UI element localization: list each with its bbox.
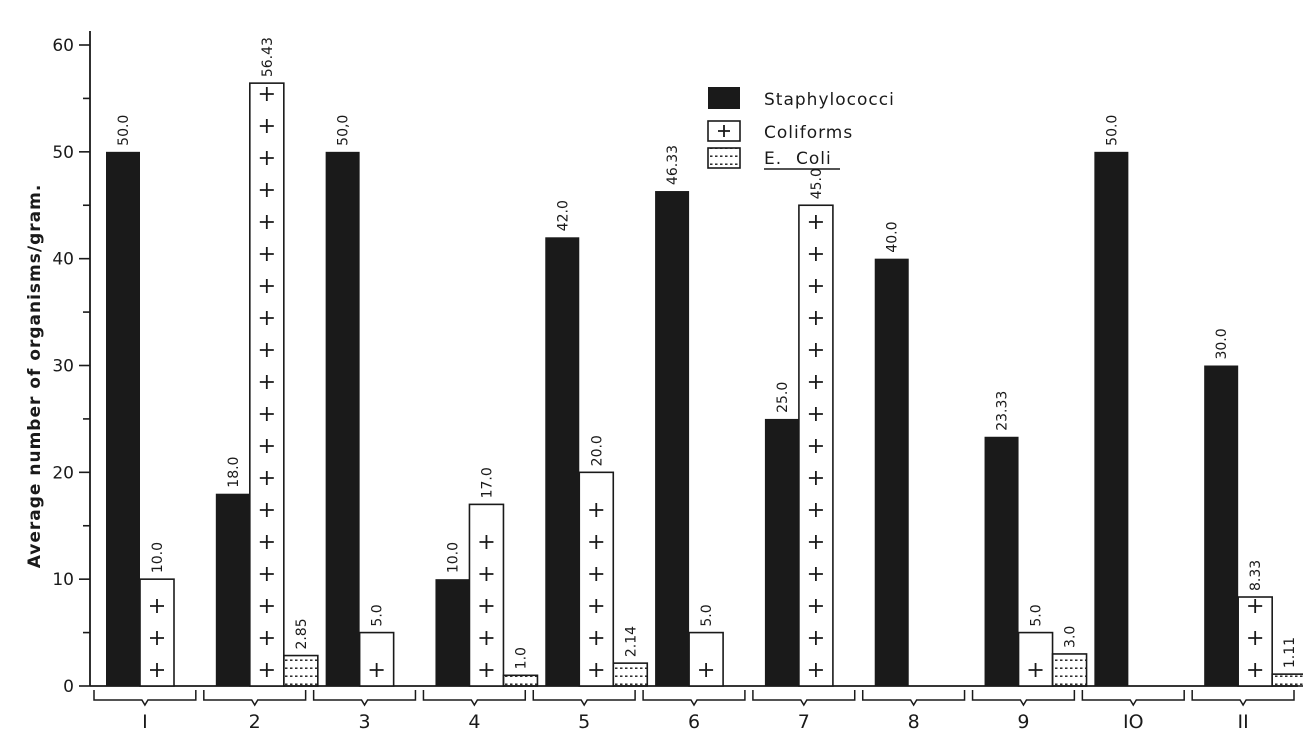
staphylococci-bar [1094,151,1129,687]
value-label: 10.0 [150,542,166,573]
category-brace [532,690,636,707]
value-label: 3.0 [1063,626,1079,648]
value-label: 25.0 [775,382,791,413]
coliforms-plus-marks [259,87,274,677]
value-label: 2.14 [623,626,639,657]
category-brace [1081,690,1185,707]
value-label: 2.85 [294,618,310,649]
y-tick-label: 20 [52,463,74,483]
value-label: 46.33 [665,145,681,185]
value-label: 23.33 [995,391,1011,431]
legend-label-coliforms: Coliforms [764,123,853,143]
y-tick-label: 0 [63,677,74,697]
category-brace [642,690,746,707]
category-label: I [142,711,148,733]
value-label: 45.0 [809,168,825,199]
coliforms-plus-marks [479,535,494,677]
value-label: 30.0 [1214,328,1230,359]
coliforms-plus-marks [1028,663,1043,677]
value-label: 8.33 [1248,560,1264,591]
value-label: 5.0 [1029,604,1045,626]
legend-swatch-staphylococci [708,87,740,109]
value-label: 50.0 [1104,115,1120,146]
coliforms-bar [688,631,724,687]
staphylococci-bar [655,191,690,686]
y-axis-label: Average number of organisms/gram. [25,184,45,569]
e-coli-bar [502,674,539,687]
value-label: 20.0 [589,435,605,466]
coliforms-bar [358,631,395,687]
category-brace [752,690,856,707]
value-label: 50,0 [336,115,352,146]
staphylococci-bar [215,493,250,686]
e-coli-bar [1051,653,1088,687]
category-label: 6 [688,711,700,733]
staphylococci-bar [984,436,1019,686]
y-tick-label: 10 [52,570,74,590]
coliforms-plus-marks [369,663,384,677]
legend-label-staphylococci: Staphylococci [764,90,895,110]
category-label: IO [1123,711,1144,733]
staphylococci-bar [764,418,799,686]
y-tick-label: 30 [52,357,74,377]
value-label: 1.11 [1282,637,1298,668]
category-label: 4 [468,711,480,733]
y-tick-label: 40 [52,250,74,270]
category-brace [203,690,307,707]
value-label: 56.43 [260,37,276,77]
e-coli-bar [1271,673,1303,687]
value-label: 1.0 [513,647,529,669]
category-label: 2 [249,711,261,733]
value-label: 5.0 [699,604,715,626]
category-label: 3 [358,711,370,733]
e-coli-bar [612,662,649,687]
value-label: 17.0 [479,467,495,498]
coliforms-plus-marks [150,599,164,677]
bars-group: 50.0 10.0 18.0 56.43 2.85 50,0 5.0 10.0 17.0 1.0 4… [106,37,1303,687]
category-label: 9 [1017,711,1029,733]
staphylococci-bar [545,237,580,687]
staphylococci-bar [874,258,909,686]
value-label: 40.0 [885,221,901,252]
e-coli-bar [283,654,319,687]
category-brace [93,690,197,707]
coliforms-plus-marks [699,663,714,677]
value-label: 50.0 [116,115,132,146]
category-brace [422,690,527,707]
legend: Staphylococci Coliforms E. Coli [707,87,895,170]
y-tick-label: 50 [52,143,74,163]
category-label: 8 [908,711,920,733]
category-brace [861,690,966,707]
category-brace [1191,690,1295,707]
staphylococci-bar [1204,365,1239,686]
category-label: II [1237,711,1248,733]
staphylococci-bar [325,151,360,687]
legend-swatch-e-coli [707,147,741,169]
staphylococci-bar [435,579,470,686]
coliforms-plus-marks [589,503,604,677]
coliforms-bar [468,503,505,687]
coliforms-plus-marks [808,215,823,677]
value-label: 42.0 [555,200,571,231]
category-brace [312,690,417,707]
coliforms-plus-marks [1248,599,1263,677]
category-label: 5 [578,711,590,733]
staphylococci-bar [106,151,140,687]
value-label: 10.0 [445,542,461,573]
legend-plus-icon [718,125,730,137]
category-label: 7 [798,711,810,733]
legend-label-e-coli-suffix: Coli [796,149,832,169]
value-label: 18.0 [226,457,242,488]
value-label: 5.0 [370,604,386,626]
coliforms-bar [1017,631,1054,687]
category-brace [971,690,1076,707]
legend-label-e-coli-prefix: E. [764,149,782,169]
y-tick-label: 60 [52,36,74,56]
